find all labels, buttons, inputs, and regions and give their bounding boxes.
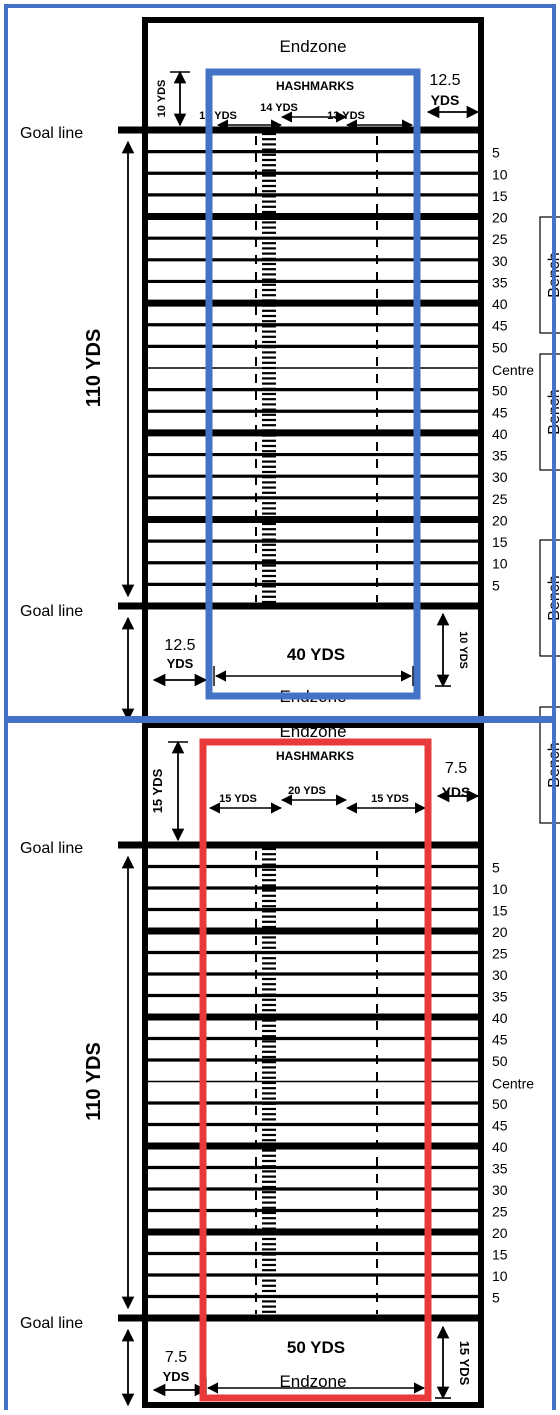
yard-label: 20 <box>492 1225 508 1241</box>
yard-label: 15 <box>492 534 508 550</box>
hash-right-label: 15 YDS <box>371 793 409 805</box>
yard-label: 50 <box>492 1096 508 1112</box>
yard-label: 5 <box>492 145 500 161</box>
yard-label: 15 <box>492 188 508 204</box>
hash-left-label: 15 YDS <box>219 793 257 805</box>
yard-label: 5 <box>492 1290 500 1306</box>
hash-right-label: 13 YDS <box>327 110 365 122</box>
field-length-label: 110 YDS <box>83 329 105 408</box>
endzone-depth-bottom-label: 15 YDS <box>457 1341 472 1386</box>
yard-label: 35 <box>492 448 508 464</box>
yard-label: 45 <box>492 404 508 420</box>
yard-label: 10 <box>492 166 508 182</box>
yard-label: 20 <box>492 512 508 528</box>
bottom-panel-frame <box>4 719 556 1415</box>
endzone-depth-bottom-label: 10 YDS <box>457 631 469 669</box>
yard-label: 10 <box>492 556 508 572</box>
yard-label: 30 <box>492 1182 508 1198</box>
yard-label: 25 <box>492 946 508 962</box>
hash-left-label: 13 YDS <box>199 110 237 122</box>
yard-label: 40 <box>492 1139 508 1155</box>
goal-line-top-label: Goal line <box>20 840 83 857</box>
yard-label: 25 <box>492 1204 508 1220</box>
yard-label: 50 <box>492 1053 508 1069</box>
endzone-top-label: Endzone <box>279 722 346 741</box>
side-top-number: 12.5 <box>429 72 460 89</box>
field-length-label: 110 YDS <box>83 1042 105 1121</box>
yard-label: 15 <box>492 903 508 919</box>
hashmarks-title: HASHMARKS <box>276 79 354 93</box>
field-width-frame <box>199 738 432 1402</box>
yard-label: 5 <box>492 860 500 876</box>
goal-line-top-label: Goal line <box>20 125 83 142</box>
endzone-top-label: Endzone <box>279 37 346 56</box>
hash-mid-label: 14 YDS <box>260 102 298 114</box>
yard-label: 10 <box>492 1268 508 1284</box>
yard-label: 20 <box>492 924 508 940</box>
yard-label: Centre <box>492 1076 534 1092</box>
yard-label: 25 <box>492 491 508 507</box>
yard-label: 20 <box>492 210 508 226</box>
side-top-unit: YDS <box>431 92 460 108</box>
yard-label: 30 <box>492 469 508 485</box>
yard-label: 5 <box>492 577 500 593</box>
hash-mid-label: 20 YDS <box>288 785 326 797</box>
yard-label: 45 <box>492 318 508 334</box>
yard-label: 40 <box>492 1010 508 1026</box>
yard-label: 50 <box>492 339 508 355</box>
endzone-depth-top-label: 10 YDS <box>156 80 168 118</box>
hashmarks-title: HASHMARKS <box>276 749 354 763</box>
side-top-unit: YDS <box>442 784 471 800</box>
field-outline <box>142 722 484 1408</box>
yard-label: 25 <box>492 231 508 247</box>
field-width-frame <box>205 68 421 700</box>
yard-label: 15 <box>492 1247 508 1263</box>
yard-label: 35 <box>492 1161 508 1177</box>
side-bottom-unit: YDS <box>163 1369 190 1384</box>
yard-label: 10 <box>492 881 508 897</box>
yard-label: 30 <box>492 967 508 983</box>
goal-line-bottom-label: Goal line <box>20 1315 83 1332</box>
yard-label: Centre <box>492 362 534 378</box>
endzone-depth-top-label: 15 YDS <box>150 768 165 813</box>
field-outline <box>142 17 484 723</box>
yard-label: 40 <box>492 426 508 442</box>
field-width-label: 50 YDS <box>287 1338 345 1357</box>
top-panel-frame <box>4 4 556 720</box>
yard-label: 45 <box>492 1032 508 1048</box>
field-width-label: 40 YDS <box>287 645 345 664</box>
yard-label: 35 <box>492 989 508 1005</box>
yard-label: 35 <box>492 274 508 290</box>
goal-line-bottom-label: Goal line <box>20 603 83 620</box>
yard-label: 50 <box>492 383 508 399</box>
side-bottom-unit: YDS <box>167 656 194 671</box>
yard-label: 40 <box>492 296 508 312</box>
side-bottom-number: 12.5 <box>164 637 195 654</box>
side-top-number: 7.5 <box>445 760 467 777</box>
yard-label: 30 <box>492 253 508 269</box>
side-bottom-number: 7.5 <box>165 1349 187 1366</box>
yard-label: 45 <box>492 1118 508 1134</box>
